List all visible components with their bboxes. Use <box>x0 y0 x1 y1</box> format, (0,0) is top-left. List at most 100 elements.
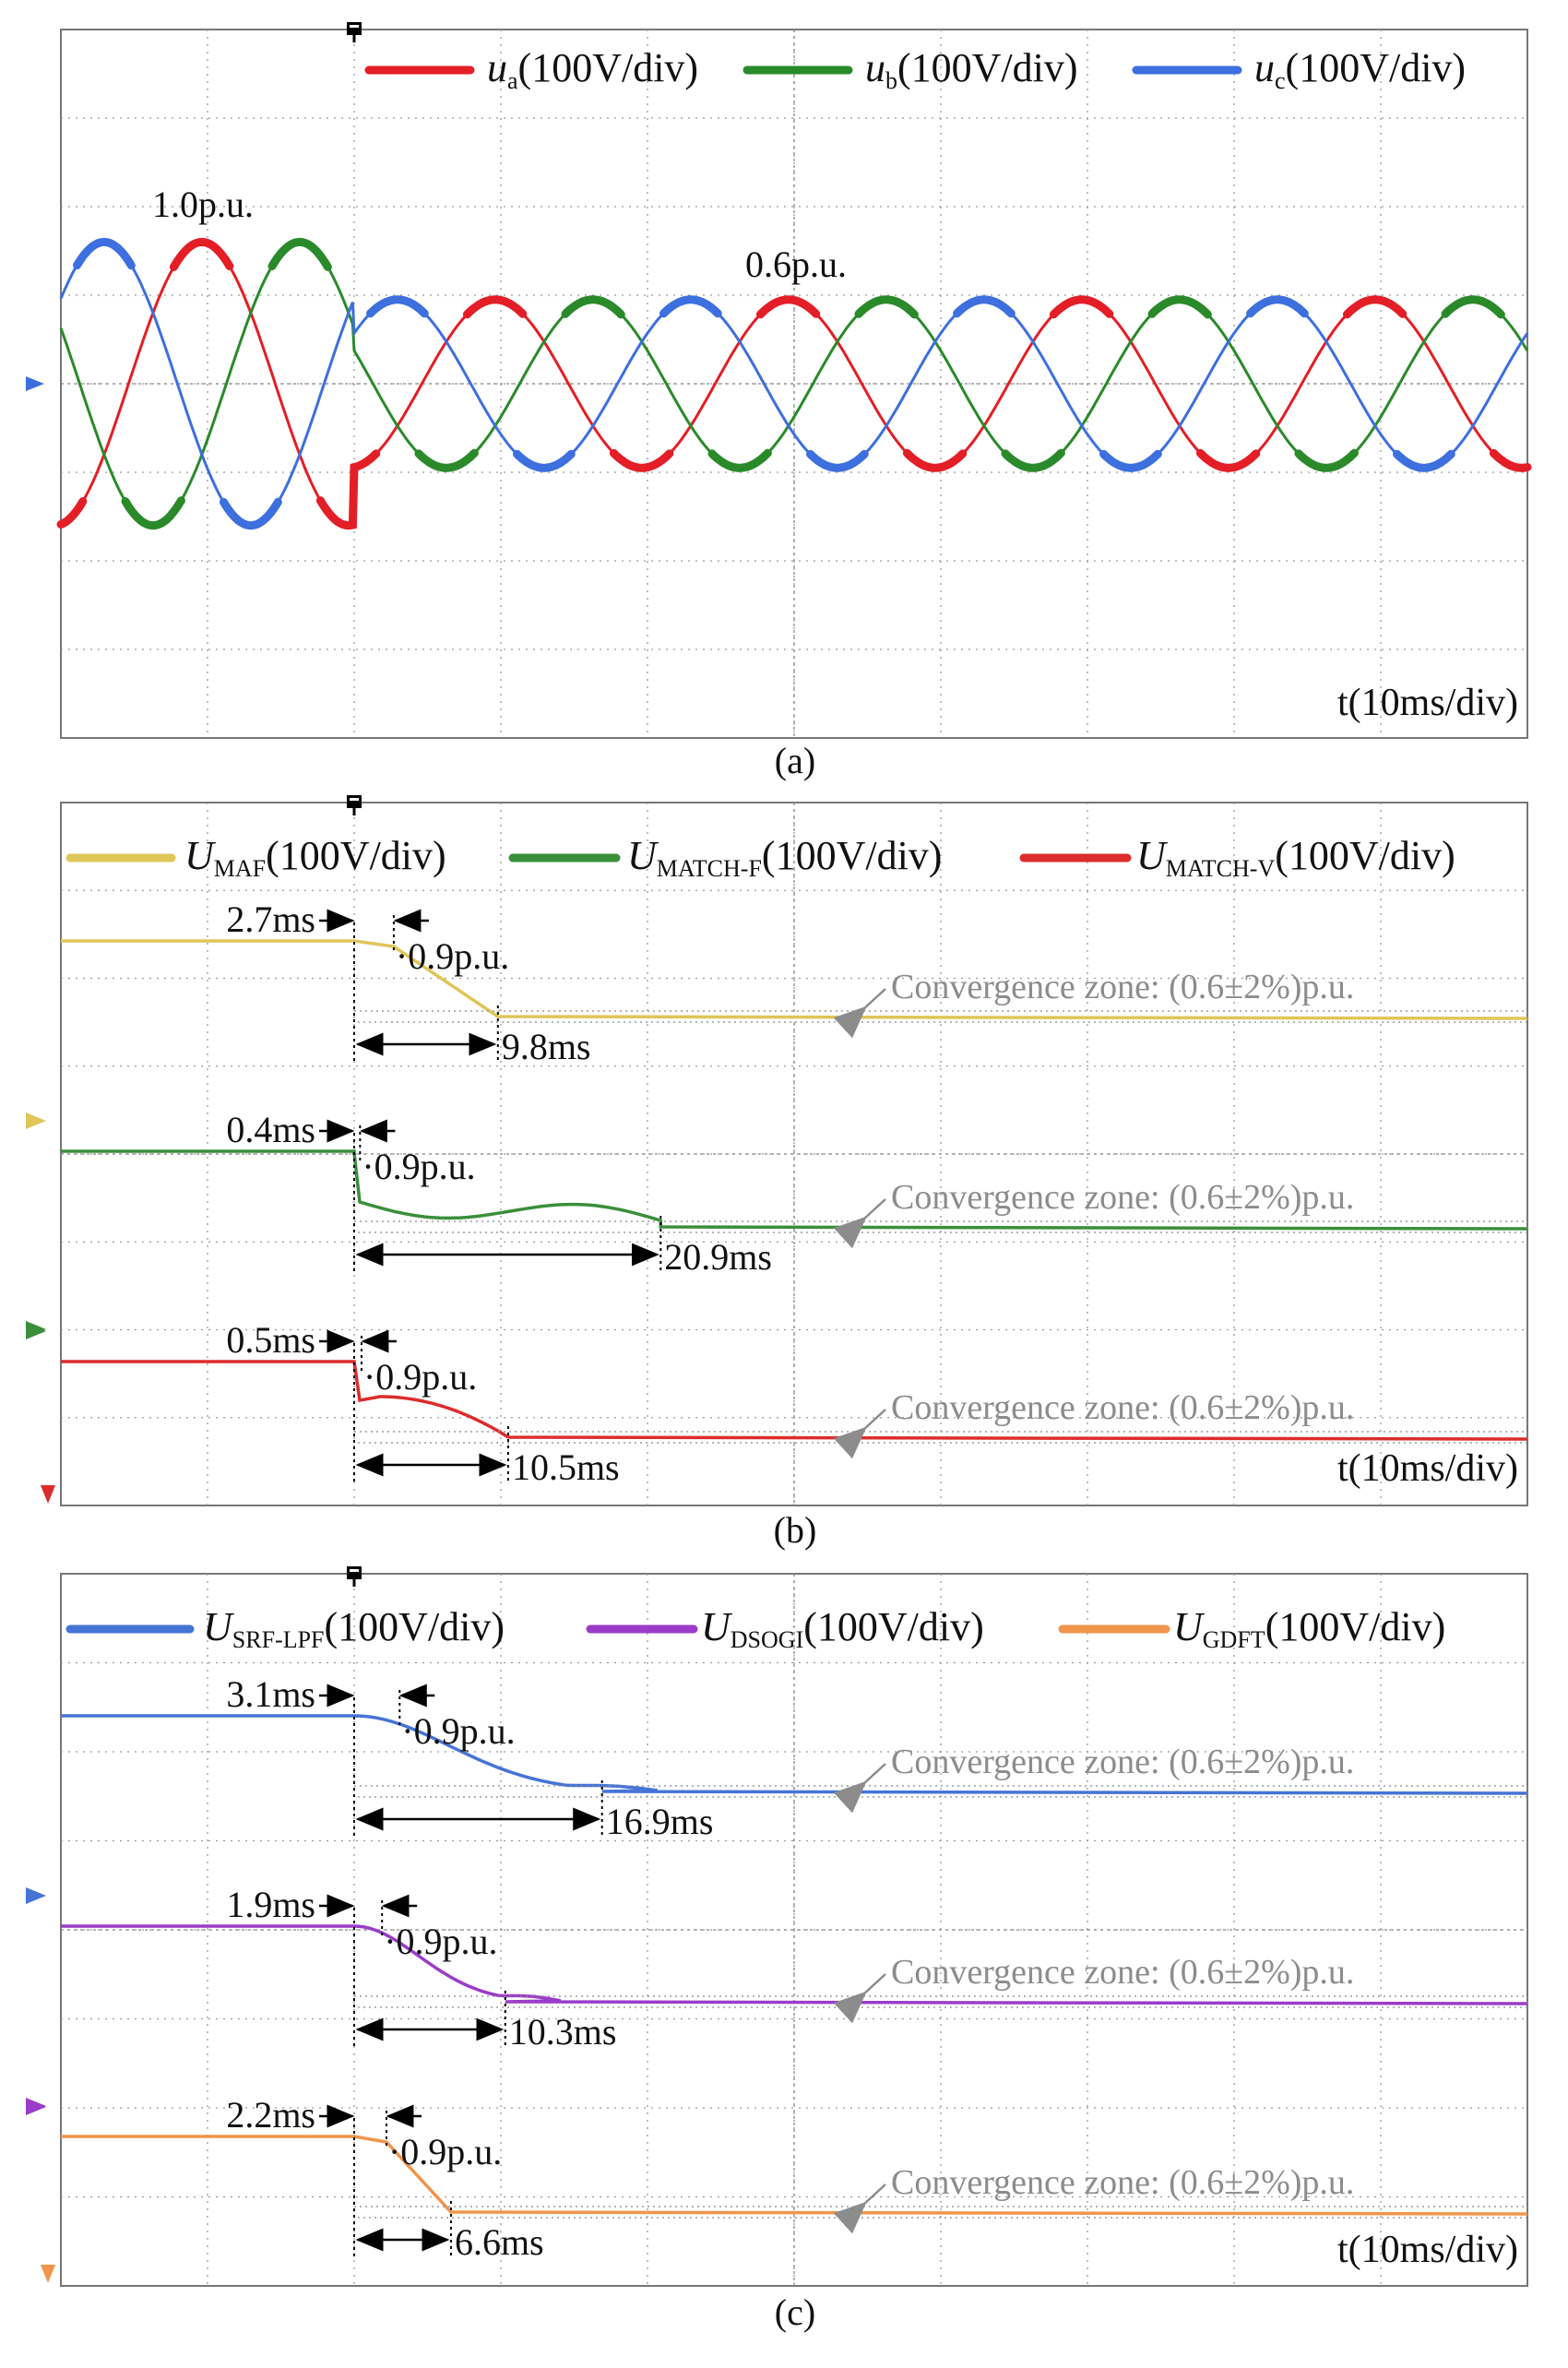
trigger-marker <box>347 1566 362 1579</box>
annotations-panel-c: 3.1ms ·0.9p.u. 16.9ms Convergence zone: (0.… <box>26 1673 1528 2283</box>
zone-arrow <box>833 1409 886 1459</box>
zone-arrow <box>833 1763 886 1814</box>
legend-label-ua: ua(100V/div) <box>487 45 698 94</box>
zone-label-match_v: Convergence zone: (0.6±2%)p.u. <box>891 1388 1354 1427</box>
channel-marker <box>26 1113 46 1129</box>
legend-label-dsogi: UDSOGI(100V/div) <box>701 1604 984 1653</box>
level-label-srf: ·0.9p.u. <box>401 1710 515 1752</box>
level-label-match_v: ·0.9p.u. <box>363 1356 477 1398</box>
trace-peak-ua <box>169 237 234 271</box>
trace-srf <box>61 1714 1528 1795</box>
zone-arrow <box>833 1198 886 1249</box>
legend-label-srf: USRF-LPF(100V/div) <box>203 1604 505 1653</box>
legend-panel-b: UMAF(100V/div) UMATCH-F(100V/div) UMATCH-V… <box>65 833 1455 882</box>
channel-marker-bottom-c <box>41 2265 55 2283</box>
channel-marker-matchf <box>26 1321 46 1338</box>
traces-panel-a <box>26 237 1532 530</box>
time-axis-label-c: t(10ms/div) <box>1337 2229 1518 2271</box>
legend-label-ub: ub(100V/div) <box>865 45 1078 94</box>
trace-peak-ua <box>902 448 968 472</box>
trace-peak-uc <box>366 295 429 318</box>
annotation-before: 1.0p.u. <box>152 184 254 225</box>
grid-panel-c <box>60 1566 1528 2287</box>
trigger-marker-glyph <box>350 1569 359 1572</box>
grid-panel-b <box>60 795 1528 1506</box>
trace-peak-ub <box>1294 448 1359 472</box>
trace-peak-ub <box>121 496 185 530</box>
trace-peak-ub <box>414 448 479 472</box>
delay-label-srf: 3.1ms <box>226 1673 315 1715</box>
caption-a: (a) <box>775 740 815 781</box>
settle-label-dsogi: 10.3ms <box>509 2011 617 2053</box>
convergence-zone-band <box>353 2206 1528 2219</box>
delay-label-match_f: 0.4ms <box>226 1109 315 1150</box>
trace-peak-ua <box>609 448 674 472</box>
trace-peak-ub <box>1441 295 1505 319</box>
legend-panel-a: ua(100V/div) ub(100V/div) uc(100V/div) <box>364 45 1466 94</box>
zone-arrow <box>833 2184 886 2234</box>
zone-label-maf: Convergence zone: (0.6±2%)p.u. <box>891 968 1354 1006</box>
trace-peak-ub <box>267 237 332 271</box>
trace-peak-ub <box>561 295 625 319</box>
trigger-marker <box>347 22 362 35</box>
zone-label-match_f: Convergence zone: (0.6±2%)p.u. <box>891 1178 1354 1217</box>
panel-c: USRF-LPF(100V/div) UDSOGI(100V/div) UGDFT(… <box>26 1566 1528 2333</box>
delay-label-match_v: 0.5ms <box>226 1319 315 1361</box>
panel-a: ua(100V/div) ub(100V/div) uc(100V/div) 1.0… <box>26 22 1532 781</box>
channel-marker-dsogi <box>26 2099 46 2115</box>
settle-label-match_f: 20.9ms <box>664 1236 772 1278</box>
legend-label-maf: UMAF(100V/div) <box>184 833 446 882</box>
trace-peak-ua <box>1489 448 1532 472</box>
convergence-zone-band <box>353 1431 1528 1444</box>
trace-peak-uc <box>1246 295 1309 318</box>
legend-panel-c: USRF-LPF(100V/div) UDSOGI(100V/div) UGDFT(… <box>65 1604 1445 1653</box>
channel-marker <box>26 1887 46 1904</box>
level-label-maf: ·0.9p.u. <box>396 935 509 977</box>
legend-label-match_f: UMATCH-F(100V/div) <box>627 833 942 882</box>
legend-label-gdft: UGDFT(100V/div) <box>1173 1604 1445 1653</box>
delay-label-gdft: 2.2ms <box>226 2094 315 2136</box>
level-label-gdft: ·0.9p.u. <box>388 2131 502 2172</box>
settle-label-gdft: 6.6ms <box>455 2221 544 2263</box>
traces-panel-c <box>61 1714 1528 2216</box>
settle-label-match_v: 10.5ms <box>512 1446 620 1488</box>
trigger-marker-glyph <box>350 25 359 28</box>
trace-peak-ub <box>1147 295 1212 319</box>
trace-peak-ua <box>1195 448 1261 472</box>
settle-label-maf: 9.8ms <box>502 1026 591 1067</box>
zone-label-srf: Convergence zone: (0.6±2%)p.u. <box>891 1743 1354 1781</box>
grid-panel-a <box>60 22 1528 739</box>
panel-b: UMAF(100V/div) UMATCH-F(100V/div) UMATCH-V… <box>26 795 1528 1551</box>
legend-label-uc: uc(100V/div) <box>1254 45 1466 94</box>
convergence-zone-band <box>353 1010 1528 1023</box>
trace-peak-uc <box>1393 449 1455 472</box>
trace-peak-ub <box>707 448 772 472</box>
trace-peak-ua <box>1049 295 1114 319</box>
trace-peak-uc <box>806 449 869 472</box>
trace-peak-ua <box>315 449 381 530</box>
trace-peak-uc <box>1099 449 1162 472</box>
convergence-zone-band <box>353 1220 1528 1233</box>
legend-label-match_v: UMATCH-V(100V/div) <box>1136 833 1455 882</box>
caption-c: (c) <box>775 2291 815 2333</box>
trace-dsogi <box>61 1924 1528 2005</box>
time-axis-label-a: t(10ms/div) <box>1337 682 1518 724</box>
settle-label-srf: 16.9ms <box>606 1801 714 1842</box>
channel-marker-a <box>26 376 44 391</box>
trace-peak-uc <box>220 497 282 530</box>
trace-peak-uc <box>513 449 576 472</box>
trace-peak-ua <box>462 295 528 319</box>
trace-peak-ub <box>1001 448 1065 472</box>
trigger-marker <box>347 795 362 808</box>
trace-peak-uc <box>73 237 136 270</box>
time-axis-label-b: t(10ms/div) <box>1337 1447 1518 1490</box>
zone-arrow <box>833 1973 886 2024</box>
trace-peak-ua <box>1342 295 1408 319</box>
trigger-marker-glyph <box>350 798 359 801</box>
channel-marker-bottom-b <box>41 1485 55 1504</box>
annotation-after: 0.6p.u. <box>745 244 847 285</box>
convergence-zone-band <box>353 1785 1528 1798</box>
annotations-panel-b: 2.7ms ·0.9p.u. 9.8ms Convergence zone: (0.6… <box>26 898 1528 1504</box>
trace-peak-uc <box>659 295 722 318</box>
